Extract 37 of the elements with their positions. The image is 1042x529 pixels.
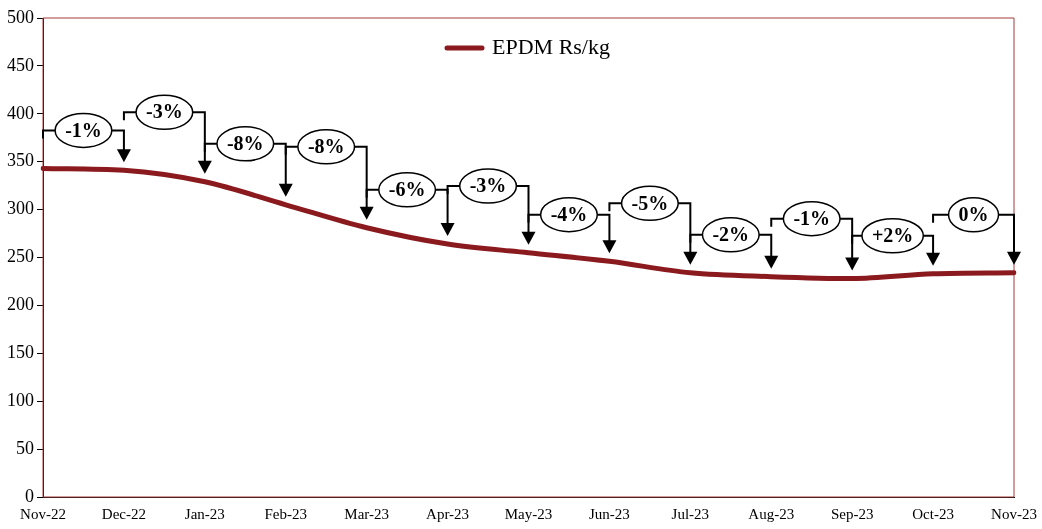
x-tick-label: Dec-22 [101, 505, 146, 522]
annotation: -1% [793, 206, 831, 229]
x-tick-label: Sep-23 [830, 505, 874, 522]
y-tick-label: 150 [7, 342, 34, 363]
annotation: -5% [631, 191, 669, 214]
x-tick-label: Aug-23 [748, 505, 795, 522]
y-tick-label: 50 [16, 437, 34, 458]
x-tick-label: Apr-23 [426, 505, 470, 522]
annotation: -2% [712, 223, 750, 245]
y-tick-label: 100 [7, 389, 34, 410]
x-tick-label: Jun-23 [588, 505, 630, 522]
annotation: -3% [469, 174, 507, 197]
annotation: -3% [146, 100, 183, 123]
annotation: -6% [388, 177, 426, 200]
x-tick-label: Nov-22 [20, 505, 66, 522]
x-tick-label: Feb-23 [264, 505, 307, 522]
y-tick-label: 400 [7, 102, 34, 123]
x-tick-label: Jan-23 [184, 505, 225, 522]
y-tick-label: 500 [7, 6, 34, 27]
x-tick-label: Nov-23 [991, 505, 1037, 522]
x-tick-label: May-23 [504, 505, 553, 522]
annotation: +2% [871, 223, 914, 246]
y-tick-label: 350 [7, 150, 34, 171]
annotation: -1% [65, 118, 102, 141]
y-tick-label: 250 [7, 246, 34, 267]
x-tick-label: Mar-23 [344, 505, 390, 522]
annotation: -4% [550, 202, 588, 225]
annotation: 0% [958, 203, 989, 225]
y-tick-label: 0 [25, 485, 34, 506]
y-tick-label: 450 [7, 54, 34, 75]
x-tick-label: Jul-23 [671, 505, 710, 522]
x-tick-label: Oct-23 [912, 505, 954, 522]
annotation: -8% [226, 131, 264, 154]
legend-label: EPDM Rs/kg [492, 33, 610, 59]
annotation: -8% [307, 134, 345, 157]
y-tick-label: 200 [7, 294, 34, 315]
y-tick-label: 300 [7, 198, 34, 219]
